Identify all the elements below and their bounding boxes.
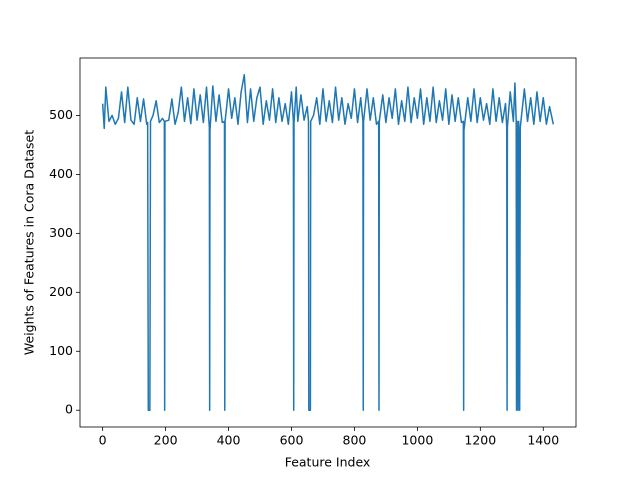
x-axis-label: Feature Index — [285, 455, 371, 470]
x-tick-label: 200 — [154, 433, 178, 448]
x-tick-label: 0 — [99, 433, 107, 448]
x-tick-label: 1200 — [464, 433, 496, 448]
y-tick-label: 200 — [49, 284, 73, 299]
y-tick-label: 0 — [65, 402, 73, 417]
y-tick-label: 300 — [49, 225, 73, 240]
x-tick-label: 600 — [280, 433, 304, 448]
y-tick-label: 100 — [49, 343, 73, 358]
data-line — [101, 74, 555, 411]
plot-frame — [79, 57, 577, 428]
y-tick-label: 400 — [49, 166, 73, 181]
x-tick-label: 1400 — [527, 433, 559, 448]
x-tick-label: 400 — [217, 433, 241, 448]
x-tick-label: 1000 — [401, 433, 433, 448]
x-tick-label: 800 — [343, 433, 367, 448]
y-axis-label: Weights of Features in Cora Dataset — [22, 130, 37, 355]
y-tick-label: 500 — [49, 107, 73, 122]
